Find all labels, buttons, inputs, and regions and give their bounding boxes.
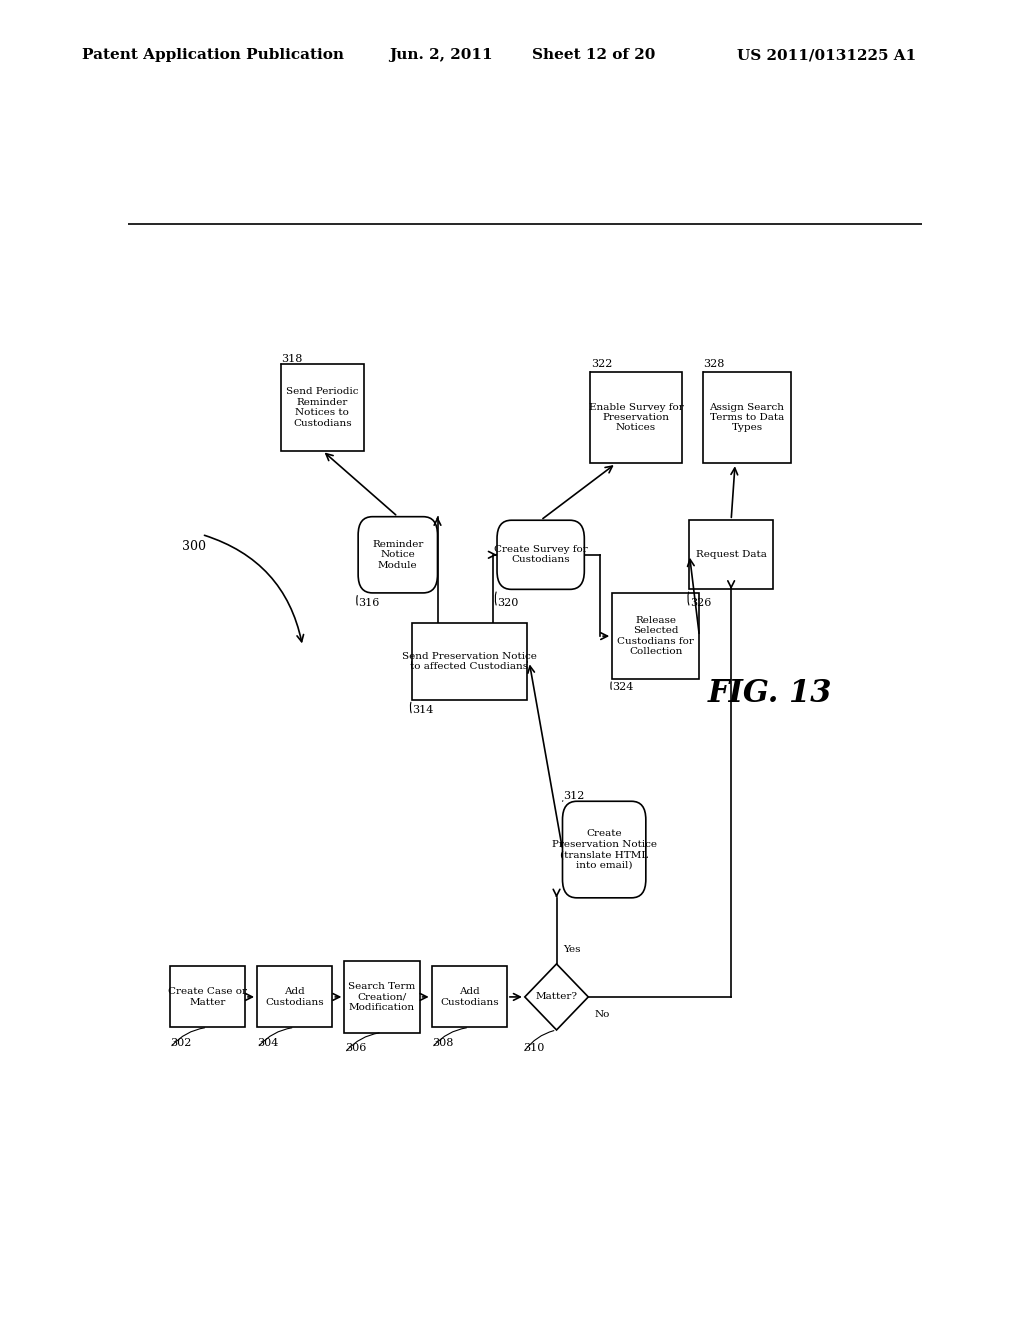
Text: Create Survey for
Custodians: Create Survey for Custodians xyxy=(494,545,588,565)
Text: 302: 302 xyxy=(170,1038,191,1048)
Text: 300: 300 xyxy=(182,540,206,553)
Text: Create
Preservation Notice
(translate HTML
into email): Create Preservation Notice (translate HT… xyxy=(552,829,656,870)
Text: Add
Custodians: Add Custodians xyxy=(440,987,499,1007)
FancyBboxPatch shape xyxy=(703,372,791,463)
FancyBboxPatch shape xyxy=(612,593,699,680)
Text: Release
Selected
Custodians for
Collection: Release Selected Custodians for Collecti… xyxy=(617,616,694,656)
Text: FIG. 13: FIG. 13 xyxy=(708,678,831,709)
FancyBboxPatch shape xyxy=(358,516,437,593)
Text: 316: 316 xyxy=(358,598,380,607)
FancyArrowPatch shape xyxy=(172,1028,205,1045)
Text: No: No xyxy=(595,1010,610,1019)
Text: Reminder
Notice
Module: Reminder Notice Module xyxy=(372,540,424,570)
Text: Sheet 12 of 20: Sheet 12 of 20 xyxy=(532,49,655,62)
FancyArrowPatch shape xyxy=(525,1031,554,1051)
Text: 310: 310 xyxy=(523,1043,545,1053)
Text: Patent Application Publication: Patent Application Publication xyxy=(82,49,344,62)
Text: Assign Search
Terms to Data
Types: Assign Search Terms to Data Types xyxy=(710,403,784,433)
Text: 326: 326 xyxy=(690,598,712,607)
Text: Add
Custodians: Add Custodians xyxy=(265,987,324,1007)
Text: 318: 318 xyxy=(282,354,302,364)
Text: Yes: Yes xyxy=(563,945,581,954)
Text: 314: 314 xyxy=(412,705,433,715)
Polygon shape xyxy=(524,964,588,1030)
Text: 308: 308 xyxy=(432,1038,454,1048)
FancyBboxPatch shape xyxy=(431,966,507,1027)
Text: Send Periodic
Reminder
Notices to
Custodians: Send Periodic Reminder Notices to Custod… xyxy=(286,387,358,428)
Text: 312: 312 xyxy=(563,791,585,801)
FancyArrowPatch shape xyxy=(346,1032,379,1051)
Text: 304: 304 xyxy=(257,1038,279,1048)
FancyBboxPatch shape xyxy=(689,520,773,589)
Text: Matter?: Matter? xyxy=(536,993,578,1002)
FancyBboxPatch shape xyxy=(170,966,245,1027)
Text: US 2011/0131225 A1: US 2011/0131225 A1 xyxy=(737,49,916,62)
Text: 306: 306 xyxy=(345,1043,366,1053)
Text: 328: 328 xyxy=(703,359,725,368)
FancyBboxPatch shape xyxy=(590,372,682,463)
FancyBboxPatch shape xyxy=(344,961,420,1032)
Text: Create Case or
Matter: Create Case or Matter xyxy=(168,987,247,1007)
FancyArrowPatch shape xyxy=(434,1028,467,1045)
Text: Jun. 2, 2011: Jun. 2, 2011 xyxy=(389,49,493,62)
Text: 324: 324 xyxy=(612,682,634,692)
FancyBboxPatch shape xyxy=(257,966,333,1027)
Text: Request Data: Request Data xyxy=(695,550,767,560)
FancyArrowPatch shape xyxy=(205,536,303,642)
Text: 322: 322 xyxy=(591,359,612,368)
FancyArrowPatch shape xyxy=(688,591,689,605)
FancyBboxPatch shape xyxy=(497,520,585,589)
Text: 320: 320 xyxy=(497,598,518,607)
FancyBboxPatch shape xyxy=(281,364,365,450)
FancyArrowPatch shape xyxy=(259,1028,292,1045)
FancyBboxPatch shape xyxy=(562,801,646,898)
Text: Enable Survey for
Preservation
Notices: Enable Survey for Preservation Notices xyxy=(589,403,683,433)
FancyBboxPatch shape xyxy=(412,623,526,700)
Text: Send Preservation Notice
to affected Custodians: Send Preservation Notice to affected Cus… xyxy=(401,652,537,671)
Text: Search Term
Creation/
Modification: Search Term Creation/ Modification xyxy=(348,982,416,1012)
